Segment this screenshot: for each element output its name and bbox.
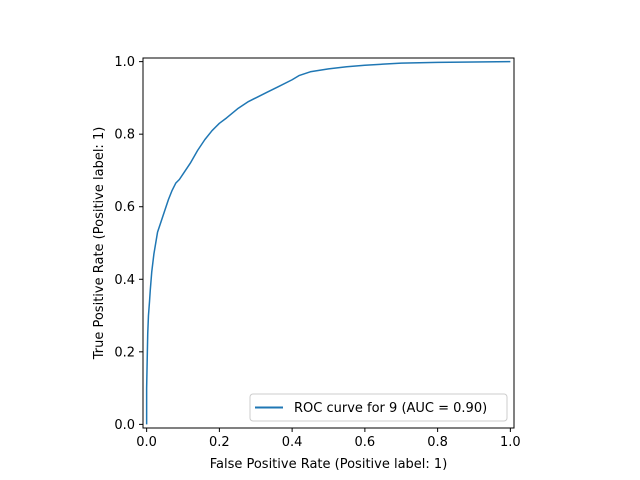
y-tick-label: 0.6 (114, 200, 135, 215)
x-tick-label: 0.4 (282, 435, 303, 450)
legend: ROC curve for 9 (AUC = 0.90) (249, 393, 508, 422)
y-tick-label: 0.8 (114, 128, 135, 143)
y-tick-label: 0.4 (114, 273, 135, 288)
roc-curve-line-0 (145, 60, 511, 425)
tick-layer: 0.0 0.2 0.4 0.6 0.8 1.0 0.0 0.2 0.4 0.6 0.8 1.0 (114, 55, 520, 450)
y-tick-label: 0.0 (114, 418, 135, 433)
legend-box (249, 393, 508, 422)
x-tick-label: 0.2 (209, 435, 230, 450)
y-tick-label: 1.0 (114, 55, 135, 70)
x-tick-label: 0.8 (427, 435, 448, 450)
legend-label: ROC curve for 9 (AUC = 0.90) (294, 401, 487, 416)
x-axis-label: False Positive Rate (Positive label: 1) (210, 457, 448, 472)
x-tick-label: 0.0 (136, 435, 157, 450)
axes-frame (142, 57, 515, 429)
x-tick-label: 0.6 (355, 435, 376, 450)
y-tick-label: 0.2 (114, 345, 135, 360)
plot-layer (145, 60, 511, 425)
y-axis-label: True Positive Rate (Positive label: 1) (92, 127, 107, 361)
x-tick-label: 1.0 (500, 435, 521, 450)
